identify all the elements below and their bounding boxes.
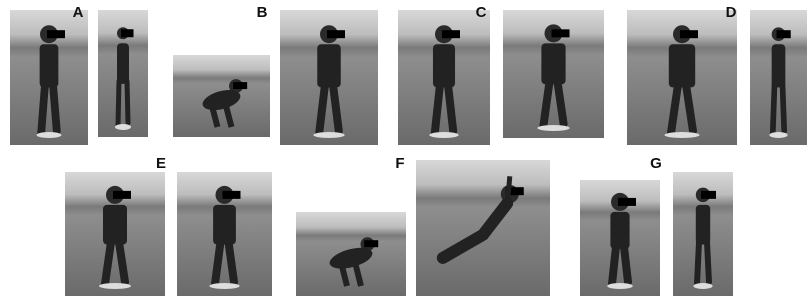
panel-label: D — [726, 4, 737, 21]
panel: G — [580, 155, 733, 296]
shoes — [664, 132, 699, 138]
photo — [177, 172, 272, 296]
shoes — [313, 132, 344, 138]
shoes — [537, 125, 569, 131]
panel-label: E — [156, 155, 166, 172]
panel: F — [296, 155, 550, 296]
photo — [627, 10, 737, 145]
photo — [173, 55, 270, 137]
torso — [103, 205, 127, 245]
panel: E — [65, 155, 272, 296]
panel: C — [398, 4, 604, 145]
face-mask — [223, 191, 241, 199]
torso — [669, 44, 695, 87]
figure: A B C D E F G — [0, 0, 811, 297]
torso — [541, 43, 565, 84]
arms — [507, 176, 510, 207]
panel-label: A — [73, 4, 84, 21]
photo — [750, 10, 807, 145]
photo — [10, 10, 88, 145]
face-mask — [618, 198, 636, 206]
face-mask — [47, 30, 65, 38]
shoes — [607, 283, 633, 289]
shoes — [209, 283, 239, 289]
torso — [433, 44, 455, 87]
face-mask — [113, 191, 131, 199]
torso — [696, 205, 710, 245]
torso — [213, 205, 236, 245]
torso — [610, 212, 629, 249]
shoes — [769, 132, 787, 138]
photo — [296, 212, 406, 296]
panel-label: F — [395, 155, 404, 172]
photo — [398, 10, 490, 145]
torso — [317, 44, 341, 87]
shoes — [37, 132, 62, 138]
panel-label: B — [257, 4, 268, 21]
panel: B — [173, 4, 378, 145]
face-mask — [364, 240, 378, 247]
photo — [580, 180, 660, 296]
face-mask — [777, 30, 791, 38]
face-mask — [680, 30, 698, 38]
photo — [98, 10, 148, 137]
torso — [772, 44, 786, 87]
panel: D — [627, 4, 807, 145]
face-mask — [442, 30, 460, 38]
face-mask — [701, 191, 716, 199]
face-mask — [552, 29, 570, 37]
photo — [503, 10, 604, 138]
panel: A — [10, 4, 148, 145]
photo — [673, 172, 733, 296]
shoes — [693, 283, 712, 289]
panel-label: C — [476, 4, 487, 21]
torso — [117, 43, 129, 84]
panel-label: G — [650, 155, 662, 172]
shoes — [429, 132, 458, 138]
photo — [65, 172, 165, 296]
torso — [40, 44, 59, 87]
shoes — [115, 124, 131, 130]
face-mask — [121, 29, 134, 37]
face-mask — [233, 82, 247, 89]
photo — [280, 10, 378, 145]
face-mask — [327, 30, 345, 38]
shoes — [99, 283, 131, 289]
photo — [416, 160, 550, 296]
